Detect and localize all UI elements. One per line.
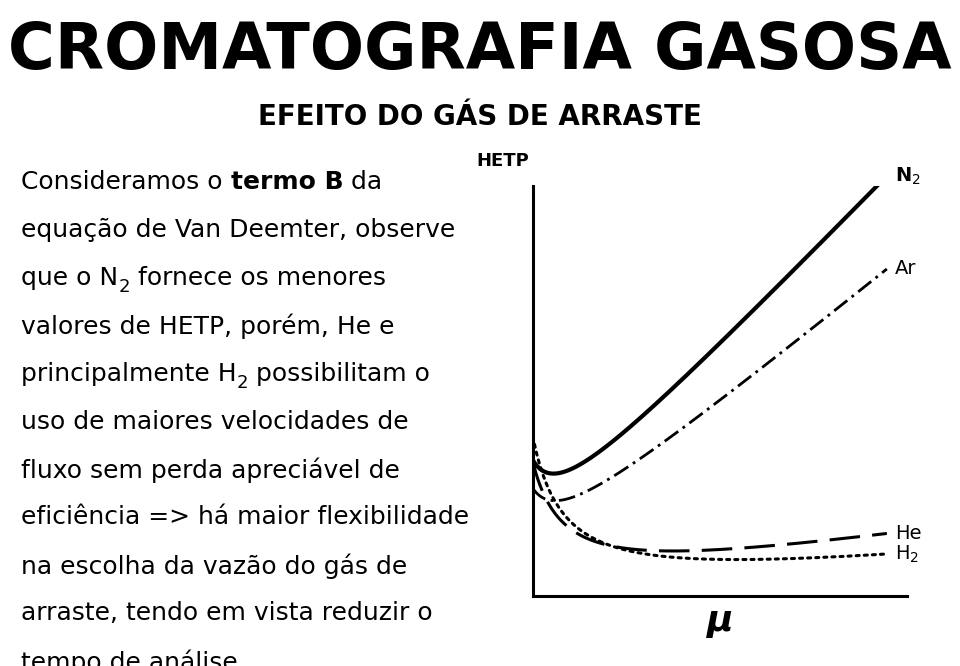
Text: 2: 2 [118, 278, 130, 296]
Text: CROMATOGRAFIA GASOSA: CROMATOGRAFIA GASOSA [9, 20, 951, 82]
Text: termo B: termo B [230, 170, 344, 194]
Text: EFEITO DO GÁS DE ARRASTE: EFEITO DO GÁS DE ARRASTE [258, 103, 702, 131]
Text: fornece os menores: fornece os menores [130, 266, 386, 290]
Text: tempo de análise.: tempo de análise. [21, 649, 246, 666]
X-axis label: μ: μ [707, 605, 733, 639]
Text: H$_2$: H$_2$ [895, 543, 920, 565]
Text: fluxo sem perda apreciável de: fluxo sem perda apreciável de [21, 458, 400, 483]
Text: arraste, tendo em vista reduzir o: arraste, tendo em vista reduzir o [21, 601, 433, 625]
Text: principalmente H: principalmente H [21, 362, 237, 386]
Text: Consideramos o: Consideramos o [21, 170, 230, 194]
Text: HETP: HETP [476, 152, 529, 170]
Text: N$_2$: N$_2$ [895, 165, 921, 186]
Text: Ar: Ar [895, 260, 917, 278]
Text: da: da [344, 170, 382, 194]
Text: possibilitam o: possibilitam o [249, 362, 430, 386]
Text: valores de HETP, porém, He e: valores de HETP, porém, He e [21, 314, 395, 339]
Text: que o N: que o N [21, 266, 118, 290]
Text: 2: 2 [237, 374, 249, 392]
Text: equação de Van Deemter, observe: equação de Van Deemter, observe [21, 218, 455, 242]
Text: He: He [895, 524, 922, 543]
Text: eficiência => há maior flexibilidade: eficiência => há maior flexibilidade [21, 505, 469, 529]
Text: uso de maiores velocidades de: uso de maiores velocidades de [21, 410, 409, 434]
Text: na escolha da vazão do gás de: na escolha da vazão do gás de [21, 553, 407, 579]
